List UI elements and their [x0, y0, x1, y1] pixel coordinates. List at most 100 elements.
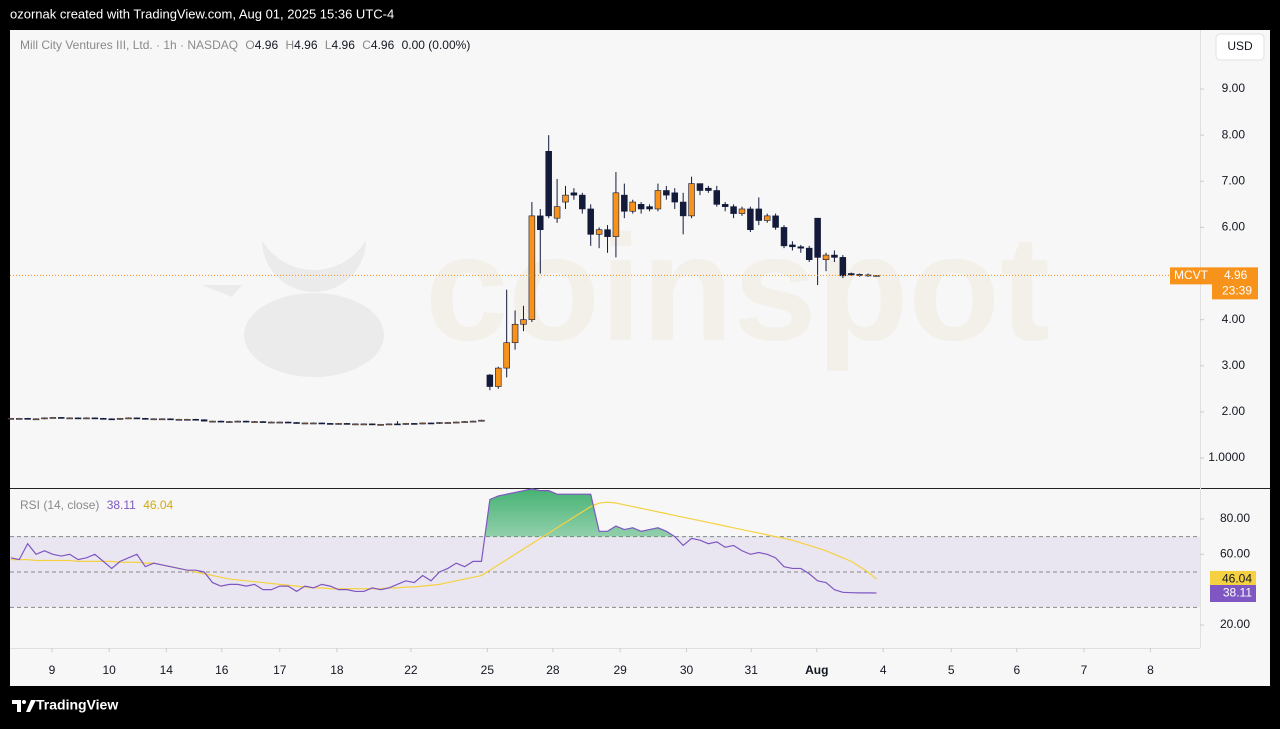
symbol: Mill City Ventures III, Ltd. · 1h · NASD… — [20, 38, 238, 52]
candle-body — [839, 257, 847, 277]
candle-body — [251, 421, 258, 423]
candle-body — [663, 190, 670, 196]
y-tick-label: 6.00 — [1222, 220, 1246, 234]
x-tick-label: 25 — [481, 663, 495, 677]
candle-body — [352, 423, 359, 426]
l-value: 4.96 — [332, 38, 356, 52]
x-tick-label: 4 — [880, 663, 887, 677]
series-line — [10, 488, 877, 594]
x-tick-label: 18 — [330, 663, 344, 677]
candle-body — [335, 423, 342, 425]
candle-body — [495, 367, 502, 387]
candle-body — [293, 422, 300, 424]
candle-body — [49, 417, 57, 419]
y-tick-label: 9.00 — [1222, 81, 1246, 95]
candle-body — [7, 418, 15, 420]
x-tick-label: 29 — [613, 663, 627, 677]
price-tag — [1212, 267, 1258, 300]
candle-body — [360, 423, 368, 426]
candle-body — [696, 183, 704, 191]
candle-body — [192, 418, 199, 421]
l-label: L — [325, 38, 332, 52]
candle-body — [16, 418, 23, 420]
candle-body — [276, 421, 284, 424]
value-tag — [1210, 570, 1256, 588]
candle-body — [528, 215, 536, 320]
ticker: MCVT — [1174, 268, 1209, 282]
y-tick-label: 8.00 — [1222, 127, 1246, 141]
candle-body — [805, 247, 813, 260]
candle-body — [822, 254, 830, 260]
rsi-name: RSI (14, close) — [20, 498, 99, 512]
candle-body — [116, 418, 124, 420]
x-tick-label: Aug — [805, 663, 828, 677]
candle-body — [772, 215, 779, 228]
candle-body — [461, 421, 468, 423]
credit: ozornak created with TradingView.com, Au… — [10, 6, 394, 21]
x-tick-label: 8 — [1147, 663, 1154, 677]
y-tick-label: 20.00 — [1220, 617, 1250, 631]
x-tick-label: 31 — [745, 663, 759, 677]
candle-body — [368, 423, 376, 426]
x-tick-label: 14 — [160, 663, 174, 677]
candle-body — [444, 422, 452, 424]
candle-body — [326, 423, 334, 425]
x-tick-label: 22 — [404, 663, 418, 677]
candle-body — [394, 423, 401, 426]
candle-body — [612, 192, 620, 237]
x-tick-label: 9 — [49, 663, 56, 677]
candle-body — [738, 208, 746, 214]
candle-body — [385, 423, 393, 426]
candle-body — [721, 204, 729, 207]
candle-body — [637, 204, 645, 210]
c-label: C — [362, 38, 371, 52]
candle-body — [133, 417, 141, 420]
x-tick-label: 16 — [215, 663, 229, 677]
y-tick-label: 2.00 — [1222, 404, 1246, 418]
candle-body — [469, 420, 477, 423]
candle-body — [436, 422, 443, 424]
candle-body — [654, 190, 662, 210]
candle-body — [763, 215, 771, 221]
candle-body — [402, 423, 410, 425]
y-tick-label: 80.00 — [1220, 511, 1250, 525]
last-price: 4.96 — [1224, 268, 1248, 282]
candle-body — [184, 418, 191, 421]
footer-logo: TradingView — [12, 697, 118, 713]
candle-body — [91, 417, 99, 420]
value-tag-label: 38.11 — [1223, 586, 1252, 600]
candle-body — [427, 422, 435, 425]
o-label: O — [245, 38, 254, 52]
h-label: H — [285, 38, 294, 52]
candle-body — [646, 206, 653, 210]
candle-body — [730, 206, 737, 214]
footer-brand: TradingView — [36, 697, 118, 713]
candle-body — [125, 417, 132, 420]
x-tick-label: 5 — [948, 663, 955, 677]
candle-body — [150, 418, 157, 421]
x-tick-label: 6 — [1013, 663, 1020, 677]
candle-body — [268, 421, 275, 424]
candle-body — [66, 417, 73, 420]
candle-body — [284, 421, 292, 424]
symbol-legend: Mill City Ventures III, Ltd. · 1h · NASD… — [20, 38, 470, 52]
x-tick-label: 7 — [1081, 663, 1088, 677]
currency[interactable]: USD — [1227, 39, 1253, 53]
y-tick-label: 60.00 — [1220, 546, 1250, 560]
candle-body — [453, 421, 460, 424]
candle-body — [562, 194, 569, 203]
candle-body — [579, 194, 586, 210]
currency-button[interactable] — [1215, 33, 1265, 61]
candle-body — [797, 246, 805, 249]
candle-body — [41, 417, 48, 420]
candle-body — [175, 418, 183, 421]
watermark-text: coinspot — [425, 204, 1050, 372]
candle-body — [621, 194, 628, 212]
candle-body — [377, 424, 384, 426]
candle-body — [200, 419, 208, 422]
ticker-tag — [1170, 267, 1212, 285]
candle-body — [32, 418, 40, 421]
candle-body — [242, 420, 250, 423]
